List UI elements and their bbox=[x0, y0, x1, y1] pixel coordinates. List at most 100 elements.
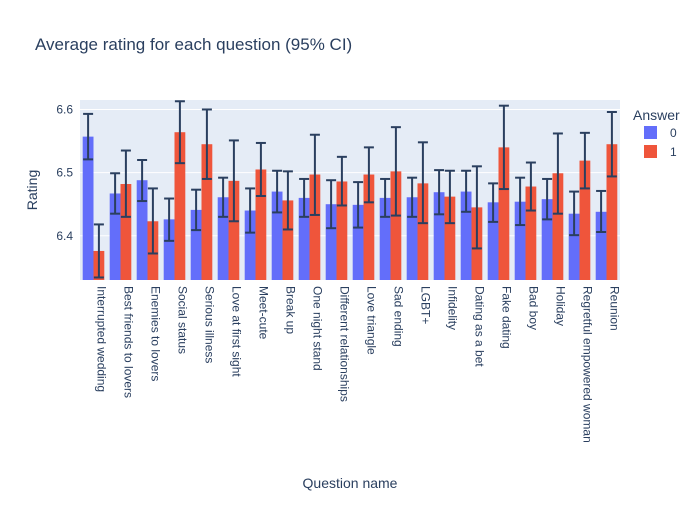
x-tick-label: Break up bbox=[284, 286, 298, 334]
bar-series-1-5[interactable] bbox=[228, 180, 240, 280]
error-bar-series-1-5 bbox=[228, 139, 239, 223]
legend-swatch-1[interactable] bbox=[644, 145, 657, 158]
bar-series-0-9[interactable] bbox=[325, 204, 337, 280]
legend[interactable]: Answer 0 1 bbox=[633, 107, 680, 159]
error-bar-series-1-14 bbox=[471, 165, 482, 250]
error-bar-series-0-2 bbox=[137, 159, 148, 203]
bar-series-1-19[interactable] bbox=[606, 144, 618, 280]
error-bar-series-0-12 bbox=[407, 176, 418, 218]
error-bar-series-1-2 bbox=[147, 187, 158, 255]
bar-series-0-6[interactable] bbox=[244, 210, 256, 280]
bar-series-1-11[interactable] bbox=[390, 171, 402, 280]
error-bar-series-1-10 bbox=[363, 146, 374, 204]
x-tick-label: Social status bbox=[176, 286, 190, 354]
x-axis-label: Question name bbox=[303, 475, 398, 491]
x-tick-label: Holiday bbox=[554, 286, 568, 326]
x-tick-label: Interrupted wedding bbox=[95, 286, 109, 392]
x-tick-label: Reunion bbox=[608, 286, 622, 331]
error-bar-series-1-1 bbox=[120, 149, 131, 218]
error-bar-series-0-13 bbox=[434, 169, 445, 216]
y-tick-label: 6.4 bbox=[56, 229, 73, 243]
error-bar-series-1-18 bbox=[579, 131, 590, 190]
error-bar-series-0-3 bbox=[164, 197, 175, 242]
bar-series-0-16[interactable] bbox=[514, 201, 526, 280]
x-tick-label: Regretful empowered woman bbox=[581, 286, 595, 443]
bar-series-1-8[interactable] bbox=[309, 174, 321, 280]
bar-series-0-5[interactable] bbox=[217, 197, 229, 280]
x-tick-label: Fake dating bbox=[500, 286, 514, 349]
y-axis-ticks: 6.4 6.5 6.6 bbox=[56, 102, 73, 242]
x-tick-label: Serious illness bbox=[203, 286, 217, 363]
chart-title: Average rating for each question (95% CI… bbox=[35, 35, 352, 54]
legend-label-1[interactable]: 1 bbox=[670, 145, 677, 159]
bar-series-0-18[interactable] bbox=[568, 213, 580, 280]
bar-series-0-15[interactable] bbox=[487, 202, 499, 280]
error-bar-series-0-10 bbox=[353, 181, 364, 229]
bar-series-1-3[interactable] bbox=[174, 132, 186, 280]
error-bar-series-1-8 bbox=[309, 133, 320, 216]
x-tick-label: Meet-cute bbox=[257, 286, 271, 340]
x-tick-label: Love triangle bbox=[365, 286, 379, 355]
plot-background bbox=[80, 100, 620, 280]
bar-series-0-4[interactable] bbox=[190, 209, 202, 280]
error-bar-series-1-7 bbox=[282, 170, 293, 231]
bar-series-0-0[interactable] bbox=[82, 136, 94, 280]
bar-series-1-6[interactable] bbox=[255, 169, 267, 280]
bar-series-1-9[interactable] bbox=[336, 181, 348, 280]
error-bar-series-0-19 bbox=[596, 189, 607, 233]
error-bar-series-1-0 bbox=[93, 223, 104, 279]
bar-series-1-12[interactable] bbox=[417, 183, 429, 280]
x-tick-label: Enemies to lovers bbox=[149, 286, 163, 381]
x-tick-label: Best friends to lovers bbox=[122, 286, 136, 398]
error-bar-series-0-4 bbox=[191, 188, 202, 232]
x-tick-label: Bad boy bbox=[527, 286, 541, 330]
x-axis-ticks: Interrupted wedding Best friends to lover… bbox=[95, 286, 622, 443]
bar-series-1-4[interactable] bbox=[201, 144, 213, 280]
x-tick-label: Sad ending bbox=[392, 286, 406, 347]
bar-series-0-14[interactable] bbox=[460, 191, 472, 280]
bar-series-0-19[interactable] bbox=[595, 211, 607, 280]
bar-series-0-7[interactable] bbox=[271, 191, 283, 280]
error-bar-series-1-15 bbox=[498, 104, 509, 191]
bar-series-1-17[interactable] bbox=[552, 173, 564, 280]
bar-series-0-1[interactable] bbox=[109, 193, 121, 280]
error-layer bbox=[83, 100, 617, 279]
legend-label-0[interactable]: 0 bbox=[670, 126, 677, 140]
bar-series-1-10[interactable] bbox=[363, 174, 375, 280]
error-bar-series-0-7 bbox=[272, 169, 283, 214]
bar-series-1-15[interactable] bbox=[498, 147, 510, 280]
x-tick-label: Different relationships bbox=[338, 286, 352, 402]
error-bar-series-0-1 bbox=[110, 172, 121, 215]
error-bar-series-1-12 bbox=[417, 141, 428, 225]
bar-series-1-16[interactable] bbox=[525, 186, 537, 280]
legend-title: Answer bbox=[633, 107, 680, 123]
error-bar-series-0-17 bbox=[542, 177, 553, 221]
bar-series-0-12[interactable] bbox=[406, 197, 418, 280]
bar-series-0-8[interactable] bbox=[298, 197, 310, 280]
bar-series-0-10[interactable] bbox=[352, 204, 364, 280]
error-bar-series-1-11 bbox=[390, 126, 401, 217]
error-bar-series-1-6 bbox=[255, 141, 266, 197]
y-axis-label: Rating bbox=[24, 170, 40, 210]
error-bar-series-1-19 bbox=[606, 111, 617, 178]
bar-series-1-1[interactable] bbox=[120, 184, 132, 280]
bar-series-0-2[interactable] bbox=[136, 180, 148, 280]
error-bar-series-0-9 bbox=[326, 179, 337, 230]
legend-swatch-0[interactable] bbox=[644, 126, 657, 139]
y-tick-label: 6.6 bbox=[56, 102, 73, 116]
bar-series-0-13[interactable] bbox=[433, 192, 445, 280]
bar-series-0-3[interactable] bbox=[163, 219, 175, 280]
error-bar-series-0-11 bbox=[380, 177, 391, 218]
bar-series-0-11[interactable] bbox=[379, 197, 391, 280]
error-bar-series-0-6 bbox=[245, 187, 256, 234]
bar-series-1-18[interactable] bbox=[579, 160, 591, 280]
error-bar-series-1-9 bbox=[336, 155, 347, 207]
x-tick-label: One night stand bbox=[311, 286, 325, 371]
bar-series-1-13[interactable] bbox=[444, 196, 456, 280]
error-bar-series-0-16 bbox=[515, 176, 526, 227]
bar-series-1-7[interactable] bbox=[282, 200, 294, 280]
bar-series-0-17[interactable] bbox=[541, 199, 553, 280]
error-bar-series-0-8 bbox=[299, 177, 310, 218]
x-tick-label: LGBT+ bbox=[419, 286, 433, 324]
